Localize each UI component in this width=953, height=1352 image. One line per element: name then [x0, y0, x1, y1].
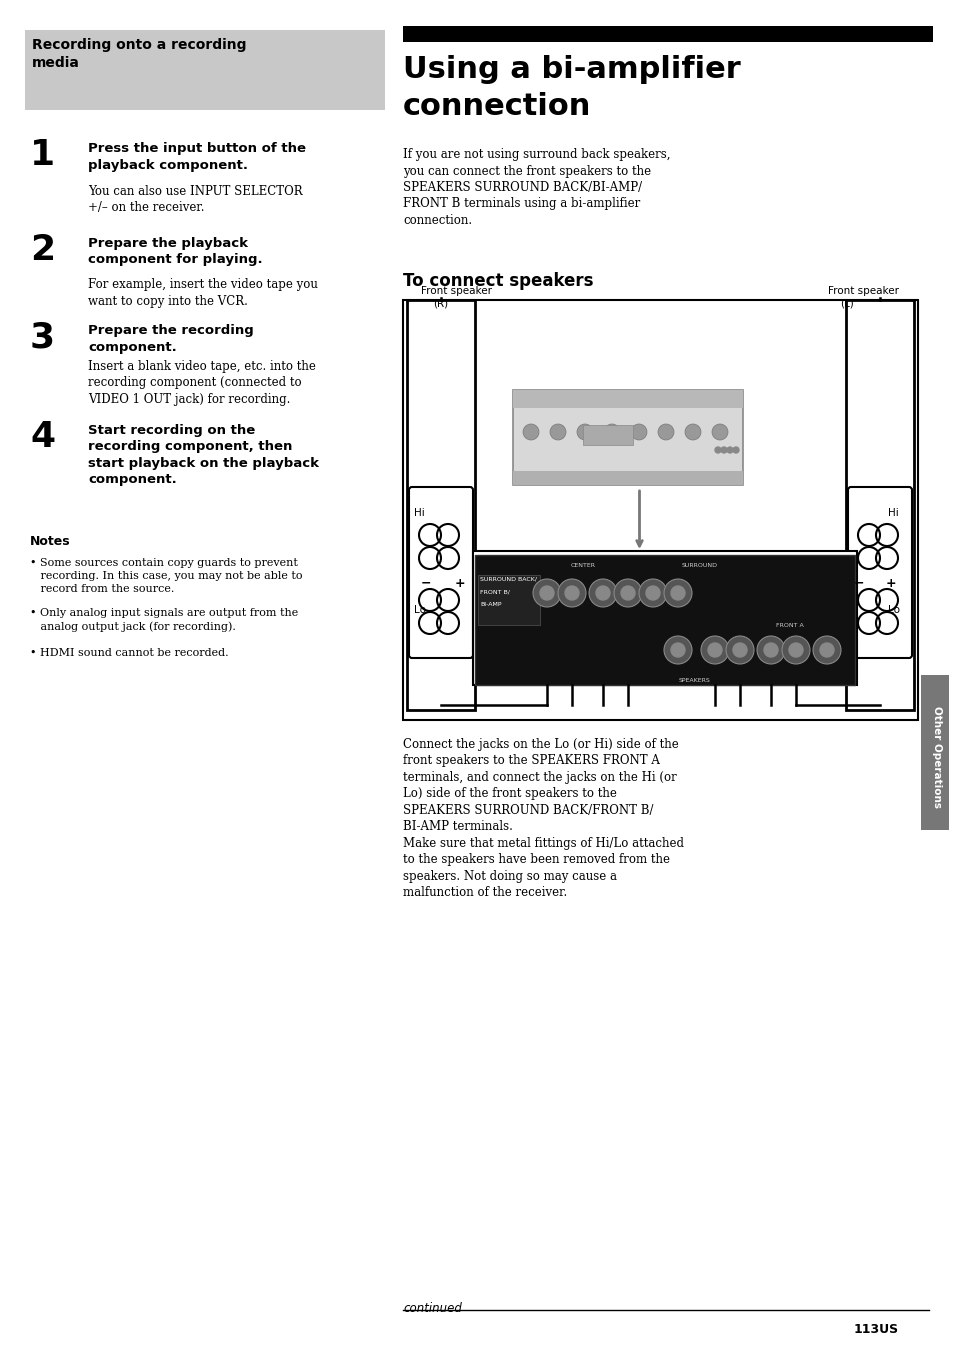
- Text: continued: continued: [402, 1302, 461, 1315]
- Text: • Some sources contain copy guards to prevent
   recording. In this case, you ma: • Some sources contain copy guards to pr…: [30, 558, 302, 594]
- Text: 1: 1: [30, 138, 55, 172]
- Text: 4: 4: [30, 420, 55, 454]
- Text: +: +: [885, 577, 896, 589]
- Circle shape: [757, 635, 784, 664]
- Text: −: −: [420, 577, 431, 589]
- Circle shape: [550, 425, 565, 439]
- Text: Lo: Lo: [414, 604, 426, 615]
- Bar: [475, 556, 854, 685]
- Text: Using a bi-amplifier
connection: Using a bi-amplifier connection: [402, 55, 740, 122]
- Text: SURROUND: SURROUND: [681, 562, 718, 568]
- Bar: [473, 552, 856, 685]
- Text: (L): (L): [840, 297, 853, 308]
- Circle shape: [732, 644, 746, 657]
- Text: 2: 2: [30, 233, 55, 266]
- Text: −: −: [853, 577, 863, 589]
- Bar: [845, 300, 913, 710]
- Circle shape: [781, 635, 809, 664]
- Text: Insert a blank video tape, etc. into the
recording component (connected to
VIDEO: Insert a blank video tape, etc. into the…: [88, 360, 315, 406]
- Bar: [513, 389, 742, 408]
- Text: Front speaker: Front speaker: [827, 287, 898, 296]
- Text: Connect the jacks on the Lo (or Hi) side of the
front speakers to the SPEAKERS F: Connect the jacks on the Lo (or Hi) side…: [402, 738, 683, 899]
- Text: +: +: [455, 577, 465, 589]
- Circle shape: [663, 635, 691, 664]
- Text: Lo: Lo: [887, 604, 899, 615]
- Text: 3: 3: [30, 320, 55, 354]
- Circle shape: [670, 585, 684, 600]
- Bar: [920, 675, 948, 830]
- Text: Press the input button of the
playback component.: Press the input button of the playback c…: [88, 142, 306, 172]
- Text: For example, insert the video tape you
want to copy into the VCR.: For example, insert the video tape you w…: [88, 279, 317, 307]
- Circle shape: [603, 425, 619, 439]
- Circle shape: [663, 579, 691, 607]
- Text: Hi: Hi: [414, 508, 424, 518]
- Circle shape: [577, 425, 593, 439]
- Bar: [477, 575, 539, 625]
- Circle shape: [684, 425, 700, 439]
- Text: SURROUND BACK/: SURROUND BACK/: [479, 577, 537, 581]
- Circle shape: [539, 585, 554, 600]
- FancyBboxPatch shape: [409, 487, 473, 658]
- Text: Recording onto a recording
media: Recording onto a recording media: [32, 38, 246, 70]
- Circle shape: [533, 579, 560, 607]
- Circle shape: [714, 448, 720, 453]
- Circle shape: [596, 585, 609, 600]
- Circle shape: [711, 425, 727, 439]
- Circle shape: [732, 448, 739, 453]
- Circle shape: [630, 425, 646, 439]
- Circle shape: [670, 644, 684, 657]
- Bar: [402, 26, 932, 42]
- Circle shape: [614, 579, 641, 607]
- Circle shape: [645, 585, 659, 600]
- Text: Hi: Hi: [887, 508, 898, 518]
- Circle shape: [564, 585, 578, 600]
- Circle shape: [812, 635, 841, 664]
- Text: FRONT B/: FRONT B/: [479, 589, 509, 595]
- Text: BI-AMP: BI-AMP: [479, 602, 501, 607]
- Text: • HDMI sound cannot be recorded.: • HDMI sound cannot be recorded.: [30, 648, 229, 658]
- Text: (R): (R): [433, 297, 448, 308]
- Circle shape: [788, 644, 802, 657]
- Bar: [513, 470, 742, 485]
- Circle shape: [820, 644, 833, 657]
- Bar: [582, 425, 633, 445]
- Bar: [402, 300, 917, 721]
- FancyBboxPatch shape: [847, 487, 911, 658]
- Text: Other Operations: Other Operations: [931, 706, 941, 808]
- Text: Start recording on the
recording component, then
start playback on the playback
: Start recording on the recording compone…: [88, 425, 318, 487]
- Bar: [25, 30, 385, 110]
- Bar: [513, 389, 742, 485]
- Text: • Only analog input signals are output from the
   analog output jack (for recor: • Only analog input signals are output f…: [30, 608, 298, 631]
- Circle shape: [707, 644, 721, 657]
- Circle shape: [725, 635, 753, 664]
- Text: To connect speakers: To connect speakers: [402, 272, 593, 289]
- Circle shape: [763, 644, 778, 657]
- Text: SPEAKERS: SPEAKERS: [679, 677, 710, 683]
- Circle shape: [658, 425, 673, 439]
- Text: CENTER: CENTER: [570, 562, 595, 568]
- Circle shape: [588, 579, 617, 607]
- Circle shape: [522, 425, 538, 439]
- Text: FRONT A: FRONT A: [776, 623, 803, 627]
- Circle shape: [639, 579, 666, 607]
- Text: Front speaker: Front speaker: [420, 287, 492, 296]
- Circle shape: [720, 448, 726, 453]
- Bar: [407, 300, 475, 710]
- Text: Prepare the recording
component.: Prepare the recording component.: [88, 324, 253, 353]
- Text: If you are not using surround back speakers,
you can connect the front speakers : If you are not using surround back speak…: [402, 147, 670, 227]
- Circle shape: [558, 579, 585, 607]
- Text: Notes: Notes: [30, 535, 71, 548]
- Circle shape: [700, 635, 728, 664]
- Circle shape: [620, 585, 635, 600]
- Circle shape: [726, 448, 732, 453]
- Text: You can also use INPUT SELECTOR
+/– on the receiver.: You can also use INPUT SELECTOR +/– on t…: [88, 185, 302, 215]
- Text: 113US: 113US: [853, 1324, 898, 1336]
- Text: Prepare the playback
component for playing.: Prepare the playback component for playi…: [88, 237, 262, 266]
